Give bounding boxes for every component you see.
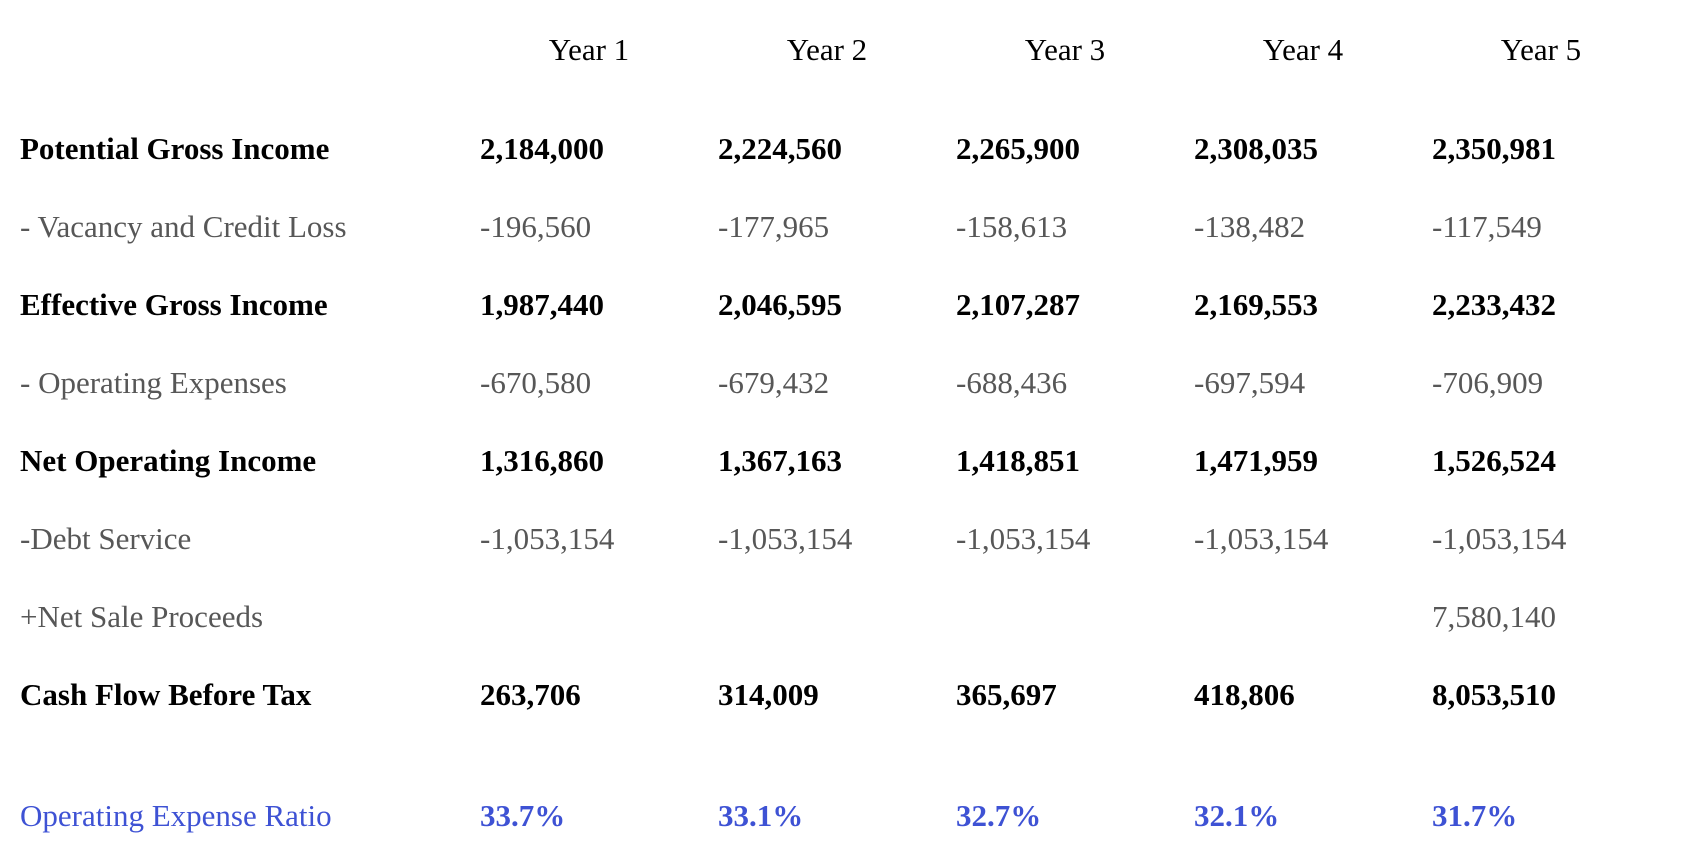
cell: 2,233,432 xyxy=(1422,287,1660,323)
cashflow-table: Year 1 Year 2 Year 3 Year 4 Year 5 Poten… xyxy=(0,0,1692,864)
cell: 32.7% xyxy=(946,798,1184,834)
cell: -117,549 xyxy=(1422,209,1660,245)
cell: 365,697 xyxy=(946,677,1184,713)
cell: -706,909 xyxy=(1422,365,1660,401)
cell: 2,224,560 xyxy=(708,131,946,167)
cell: -158,613 xyxy=(946,209,1184,245)
cell: 418,806 xyxy=(1184,677,1422,713)
row-pgi: Potential Gross Income 2,184,000 2,224,5… xyxy=(20,110,1672,188)
cell: 33.7% xyxy=(470,798,708,834)
col-header: Year 4 xyxy=(1184,32,1422,68)
cell: 2,169,553 xyxy=(1184,287,1422,323)
cell: -1,053,154 xyxy=(1184,521,1422,557)
cell: 1,367,163 xyxy=(708,443,946,479)
cell: 2,107,287 xyxy=(946,287,1184,323)
cell: 33.1% xyxy=(708,798,946,834)
cell: 2,350,981 xyxy=(1422,131,1660,167)
cell: -196,560 xyxy=(470,209,708,245)
cell: 2,265,900 xyxy=(946,131,1184,167)
col-header: Year 3 xyxy=(946,32,1184,68)
cell: 1,471,959 xyxy=(1184,443,1422,479)
cell: 1,526,524 xyxy=(1422,443,1660,479)
header-row: Year 1 Year 2 Year 3 Year 4 Year 5 xyxy=(20,20,1672,80)
row-egi: Effective Gross Income 1,987,440 2,046,5… xyxy=(20,266,1672,344)
row-label: +Net Sale Proceeds xyxy=(20,599,470,635)
cell: -688,436 xyxy=(946,365,1184,401)
cell: 1,316,860 xyxy=(470,443,708,479)
cell: 31.7% xyxy=(1422,798,1660,834)
col-header: Year 5 xyxy=(1422,32,1660,68)
row-noi: Net Operating Income 1,316,860 1,367,163… xyxy=(20,422,1672,500)
row-label: -Debt Service xyxy=(20,521,470,557)
cell: -177,965 xyxy=(708,209,946,245)
cell: 8,053,510 xyxy=(1422,677,1660,713)
cell: 7,580,140 xyxy=(1422,599,1660,635)
row-label: - Vacancy and Credit Loss xyxy=(20,209,470,245)
cell: -1,053,154 xyxy=(946,521,1184,557)
row-oer: Operating Expense Ratio 33.7% 33.1% 32.7… xyxy=(20,734,1672,844)
row-label: Operating Expense Ratio xyxy=(20,798,470,834)
cell: 2,184,000 xyxy=(470,131,708,167)
cell: 263,706 xyxy=(470,677,708,713)
col-header: Year 2 xyxy=(708,32,946,68)
row-label: Effective Gross Income xyxy=(20,287,470,323)
cell: -679,432 xyxy=(708,365,946,401)
row-label: Cash Flow Before Tax xyxy=(20,677,470,713)
spacer xyxy=(20,80,1672,110)
cell: 2,308,035 xyxy=(1184,131,1422,167)
row-sale-proceeds: +Net Sale Proceeds 7,580,140 xyxy=(20,578,1672,656)
row-opex: - Operating Expenses -670,580 -679,432 -… xyxy=(20,344,1672,422)
cell: -1,053,154 xyxy=(470,521,708,557)
cell: -697,594 xyxy=(1184,365,1422,401)
row-label: Potential Gross Income xyxy=(20,131,470,167)
cell: 314,009 xyxy=(708,677,946,713)
cell: 2,046,595 xyxy=(708,287,946,323)
cell: -138,482 xyxy=(1184,209,1422,245)
cell: -1,053,154 xyxy=(1422,521,1660,557)
row-debt: -Debt Service -1,053,154 -1,053,154 -1,0… xyxy=(20,500,1672,578)
cell: 1,418,851 xyxy=(946,443,1184,479)
row-vacancy: - Vacancy and Credit Loss -196,560 -177,… xyxy=(20,188,1672,266)
cell: -1,053,154 xyxy=(708,521,946,557)
row-cfbt: Cash Flow Before Tax 263,706 314,009 365… xyxy=(20,656,1672,734)
row-label: Net Operating Income xyxy=(20,443,470,479)
cell: 32.1% xyxy=(1184,798,1422,834)
col-header: Year 1 xyxy=(470,32,708,68)
row-label: - Operating Expenses xyxy=(20,365,470,401)
cell: 1,987,440 xyxy=(470,287,708,323)
cell: -670,580 xyxy=(470,365,708,401)
